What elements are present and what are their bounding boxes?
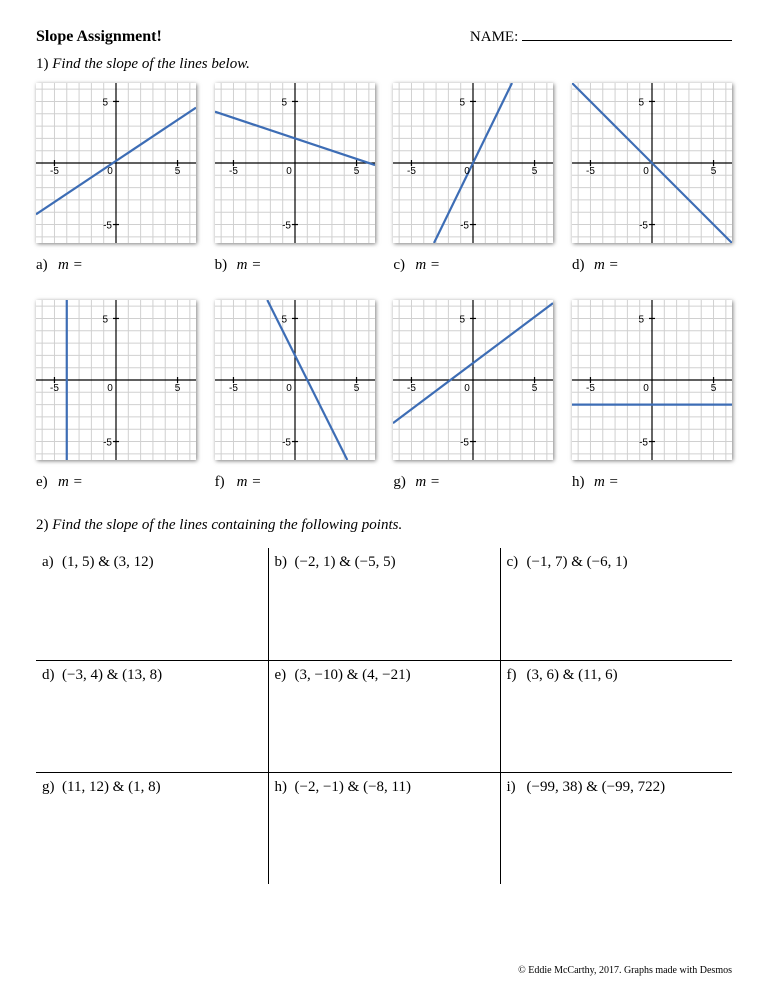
page-title: Slope Assignment!	[36, 28, 162, 46]
svg-text:5: 5	[353, 166, 359, 177]
graph-d: 0 5 -5 5 -5	[572, 83, 732, 243]
svg-text:0: 0	[286, 166, 292, 177]
answer-row-2: e)m = f)m = g)m = h)m =	[36, 474, 732, 491]
q2-item-e: e)(3, −10) & (4, −21)	[268, 660, 500, 772]
answer-a: a)m =	[36, 257, 196, 274]
answer-b: b)m =	[215, 257, 375, 274]
q2-item-i: i)(−99, 38) & (−99, 722)	[500, 772, 732, 884]
svg-text:-5: -5	[460, 221, 469, 232]
svg-text:0: 0	[465, 166, 471, 177]
answer-f: f)m =	[215, 474, 375, 491]
svg-text:-5: -5	[229, 166, 238, 177]
q2-item-a: a)(1, 5) & (3, 12)	[36, 548, 268, 660]
graph-c: 0 5 -5 5 -5	[393, 83, 553, 243]
svg-text:-5: -5	[103, 438, 112, 449]
q2-item-c: c)(−1, 7) & (−6, 1)	[500, 548, 732, 660]
svg-text:5: 5	[175, 383, 181, 394]
q2-item-d: d)(−3, 4) & (13, 8)	[36, 660, 268, 772]
svg-text:5: 5	[532, 383, 538, 394]
svg-text:-5: -5	[639, 221, 648, 232]
header: Slope Assignment! NAME:	[36, 28, 732, 46]
svg-text:5: 5	[353, 383, 359, 394]
svg-text:0: 0	[286, 383, 292, 394]
svg-text:5: 5	[532, 166, 538, 177]
svg-text:0: 0	[643, 166, 649, 177]
svg-text:0: 0	[107, 383, 113, 394]
svg-text:-5: -5	[282, 438, 291, 449]
svg-text:5: 5	[281, 97, 287, 108]
q2-item-b: b)(−2, 1) & (−5, 5)	[268, 548, 500, 660]
points-table: a)(1, 5) & (3, 12) b)(−2, 1) & (−5, 5) c…	[36, 548, 732, 884]
name-label: NAME:	[470, 29, 518, 45]
answer-h: h)m =	[572, 474, 732, 491]
svg-text:0: 0	[107, 166, 113, 177]
graph-row-1: 0 5 -5 5 -5 0 5 -5 5 -5 0 5 -5 5 -5 0 5 -5 5 -5	[36, 83, 732, 243]
svg-text:5: 5	[281, 314, 287, 325]
q2-item-h: h)(−2, −1) & (−8, 11)	[268, 772, 500, 884]
svg-text:0: 0	[465, 383, 471, 394]
svg-text:5: 5	[460, 97, 466, 108]
graph-h: 0 5 -5 5 -5	[572, 300, 732, 460]
svg-text:-5: -5	[460, 438, 469, 449]
svg-text:-5: -5	[103, 221, 112, 232]
graph-a: 0 5 -5 5 -5	[36, 83, 196, 243]
svg-text:-5: -5	[282, 221, 291, 232]
name-blank-line	[522, 40, 732, 41]
svg-text:-5: -5	[586, 166, 595, 177]
graph-e: 0 5 -5 5 -5	[36, 300, 196, 460]
answer-g: g)m =	[393, 474, 553, 491]
name-field: NAME:	[470, 29, 732, 46]
svg-text:5: 5	[711, 166, 717, 177]
q2-prompt: 2) Find the slope of the lines containin…	[36, 517, 732, 534]
svg-text:-5: -5	[229, 383, 238, 394]
q2-item-g: g)(11, 12) & (1, 8)	[36, 772, 268, 884]
svg-text:-5: -5	[50, 383, 59, 394]
answer-e: e)m =	[36, 474, 196, 491]
svg-text:0: 0	[643, 383, 649, 394]
answer-row-1: a)m = b)m = c)m = d)m =	[36, 257, 732, 274]
graph-f: 0 5 -5 5 -5	[215, 300, 375, 460]
svg-text:-5: -5	[50, 166, 59, 177]
svg-text:-5: -5	[407, 383, 416, 394]
svg-text:-5: -5	[639, 438, 648, 449]
svg-text:5: 5	[102, 97, 108, 108]
svg-text:5: 5	[711, 383, 717, 394]
q2-item-f: f)(3, 6) & (11, 6)	[500, 660, 732, 772]
svg-text:5: 5	[638, 97, 644, 108]
answer-c: c)m =	[393, 257, 553, 274]
graph-row-2: 0 5 -5 5 -5 0 5 -5 5 -5 0 5 -5 5 -5 0 5 -5 5 -5	[36, 300, 732, 460]
q1-prompt: 1) Find the slope of the lines below.	[36, 56, 732, 73]
graph-b: 0 5 -5 5 -5	[215, 83, 375, 243]
footer-copyright: © Eddie McCarthy, 2017. Graphs made with…	[518, 965, 732, 976]
graph-g: 0 5 -5 5 -5	[393, 300, 553, 460]
svg-text:5: 5	[175, 166, 181, 177]
svg-text:5: 5	[102, 314, 108, 325]
svg-text:-5: -5	[586, 383, 595, 394]
svg-text:-5: -5	[407, 166, 416, 177]
svg-text:5: 5	[638, 314, 644, 325]
svg-text:5: 5	[460, 314, 466, 325]
answer-d: d)m =	[572, 257, 732, 274]
